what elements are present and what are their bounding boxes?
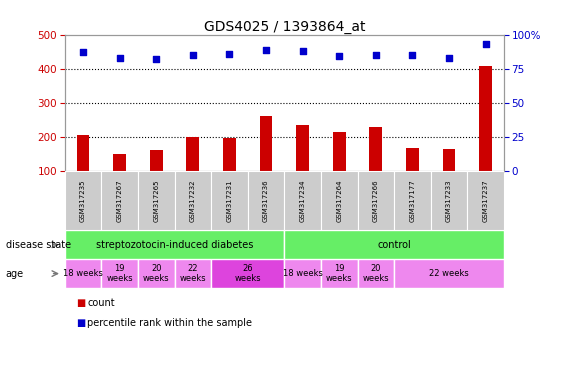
Bar [211,171,248,230]
Bar [65,259,101,288]
Text: 19
weeks: 19 weeks [326,264,352,283]
Text: disease state: disease state [6,240,71,250]
Bar [77,136,90,205]
Bar [431,171,467,230]
Bar [101,171,138,230]
Bar [284,230,504,259]
Bar [369,127,382,205]
Text: GSM317265: GSM317265 [153,179,159,222]
Point [408,52,417,58]
Bar [65,171,101,230]
Text: ■: ■ [76,318,85,328]
Text: 18 weeks: 18 weeks [283,269,323,278]
Text: 22 weeks: 22 weeks [429,269,469,278]
Bar [211,259,284,288]
Text: ■: ■ [76,298,85,308]
Bar [467,171,504,230]
Bar [138,259,175,288]
Point [372,52,381,58]
Bar [138,171,175,230]
Text: 19
weeks: 19 weeks [106,264,133,283]
Text: control: control [377,240,411,250]
Point [445,55,454,61]
Bar [175,259,211,288]
Bar [479,66,492,205]
Text: GSM317266: GSM317266 [373,179,379,222]
Text: percentile rank within the sample: percentile rank within the sample [87,318,252,328]
Bar [186,137,199,205]
Bar [65,230,284,259]
Text: age: age [6,268,24,279]
Point [334,53,343,60]
Bar [175,171,211,230]
Point [261,46,270,53]
Bar [394,259,504,288]
Text: streptozotocin-induced diabetes: streptozotocin-induced diabetes [96,240,253,250]
Bar [321,171,358,230]
Point [152,56,161,62]
Text: 18 weeks: 18 weeks [63,269,103,278]
Text: GSM317233: GSM317233 [446,179,452,222]
Point [225,51,234,57]
Text: GSM317234: GSM317234 [300,179,306,222]
Point [298,48,307,54]
Text: 20
weeks: 20 weeks [363,264,389,283]
Bar [321,259,358,288]
Bar [443,149,455,205]
Bar [260,116,272,205]
Text: GSM317232: GSM317232 [190,179,196,222]
Bar [248,171,284,230]
Bar [358,259,394,288]
Bar [101,259,138,288]
Bar [150,150,163,205]
Bar [406,148,419,205]
Bar [394,171,431,230]
Bar [296,124,309,205]
Text: GSM317177: GSM317177 [409,179,415,222]
Point [481,41,490,47]
Point [115,55,124,61]
Text: GSM317237: GSM317237 [482,179,489,222]
Bar [358,171,394,230]
Bar [284,259,321,288]
Text: 20
weeks: 20 weeks [143,264,169,283]
Point [79,49,88,55]
Text: 22
weeks: 22 weeks [180,264,206,283]
Bar [284,171,321,230]
Bar [113,154,126,205]
Point [188,52,197,58]
Title: GDS4025 / 1393864_at: GDS4025 / 1393864_at [204,20,365,33]
Text: 26
weeks: 26 weeks [234,264,261,283]
Text: GSM317236: GSM317236 [263,179,269,222]
Bar [333,132,346,205]
Text: count: count [87,298,115,308]
Text: GSM317235: GSM317235 [80,179,86,222]
Text: GSM317231: GSM317231 [226,179,233,222]
Text: GSM317267: GSM317267 [117,179,123,222]
Bar [223,138,236,205]
Text: GSM317264: GSM317264 [336,179,342,222]
